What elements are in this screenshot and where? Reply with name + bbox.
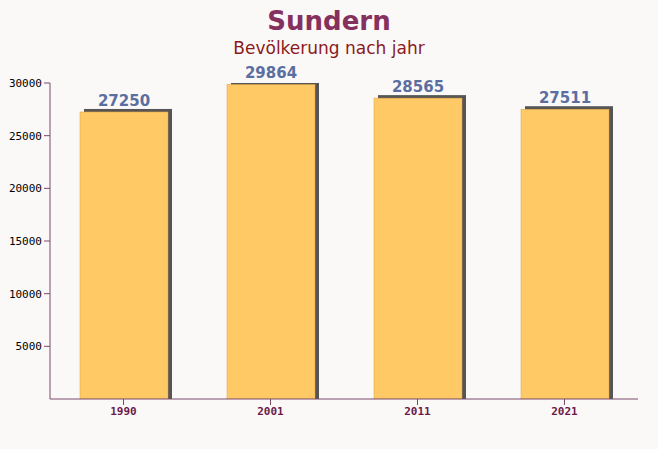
- svg-text:29864: 29864: [245, 64, 297, 82]
- svg-text:27250: 27250: [98, 92, 150, 110]
- html-text:Bevölkerung nach jahr: Bevölkerung nach jahr: [233, 38, 425, 58]
- svg-text:2021: 2021: [551, 405, 578, 418]
- svg-text:30000: 30000: [9, 77, 42, 90]
- html-text:Sundern: Sundern: [267, 6, 391, 36]
- svg-text:2011: 2011: [404, 405, 431, 418]
- svg-text:20000: 20000: [9, 182, 42, 195]
- svg-text:2001: 2001: [257, 405, 284, 418]
- svg-text:10000: 10000: [9, 288, 42, 301]
- svg-text:1990: 1990: [110, 405, 137, 418]
- svg-text:25000: 25000: [9, 130, 42, 143]
- svg-text:5000: 5000: [16, 340, 43, 353]
- svg-text:15000: 15000: [9, 235, 42, 248]
- svg-text:28565: 28565: [392, 78, 444, 96]
- svg-text:27511: 27511: [539, 89, 591, 107]
